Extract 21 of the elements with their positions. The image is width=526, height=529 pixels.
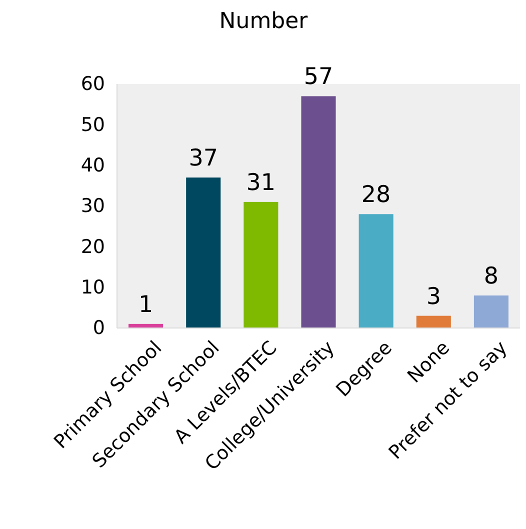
data-label: 57 xyxy=(304,64,334,90)
chart-title: Number xyxy=(219,9,309,34)
data-label: 31 xyxy=(246,170,276,196)
bar xyxy=(186,178,221,328)
y-tick-label: 10 xyxy=(80,276,105,298)
data-label: 28 xyxy=(361,182,391,208)
y-tick-label: 50 xyxy=(80,114,105,136)
y-tick-label: 0 xyxy=(92,317,105,340)
y-tick-label: 30 xyxy=(80,195,105,218)
data-label: 37 xyxy=(188,146,218,172)
bar xyxy=(301,96,336,328)
y-tick-label: 60 xyxy=(80,73,105,96)
bar xyxy=(416,316,451,328)
data-label: 1 xyxy=(138,292,154,318)
data-label: 3 xyxy=(426,284,441,310)
y-tick-label: 20 xyxy=(80,236,105,258)
y-tick-label: 40 xyxy=(80,154,105,176)
bar xyxy=(358,214,394,328)
bar xyxy=(474,295,508,328)
bar xyxy=(244,202,278,328)
data-label: 8 xyxy=(484,263,499,290)
